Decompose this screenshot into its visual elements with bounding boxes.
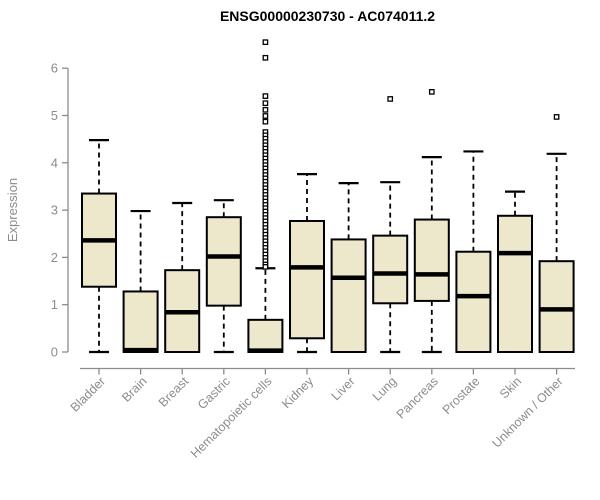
outlier-point — [262, 100, 269, 107]
outlier-point — [262, 264, 269, 270]
iqr-box — [205, 216, 242, 307]
x-tick-label-kidney: Kidney — [279, 374, 316, 411]
boxplot-breast — [164, 201, 201, 353]
iqr-box — [497, 214, 533, 353]
iqr-box — [372, 234, 409, 305]
outlier-point — [262, 113, 269, 119]
iqr-box — [122, 290, 159, 353]
boxplot-kidney — [289, 173, 325, 354]
outlier-point — [387, 96, 394, 102]
outlier-point — [428, 89, 435, 95]
x-tick-label-pancreas: Pancreas — [394, 374, 441, 421]
iqr-box — [289, 219, 325, 340]
boxplot-skin — [497, 190, 533, 353]
boxplot-gastric — [205, 199, 242, 354]
iqr-box — [330, 238, 367, 353]
x-tick-label-brain: Brain — [119, 374, 150, 405]
y-axis-label: Expression — [5, 177, 20, 243]
iqr-box — [455, 250, 492, 353]
x-tick-label-liver: Liver — [329, 374, 358, 403]
outlier-point — [262, 118, 269, 125]
x-tick-label-breast: Breast — [156, 374, 192, 410]
y-tick-label: 0 — [51, 345, 58, 360]
iqr-box — [247, 318, 284, 353]
y-tick-label: 5 — [51, 108, 58, 123]
outlier-point — [262, 93, 269, 99]
x-tick-label-prostate: Prostate — [440, 374, 483, 417]
x-tick-label-gastric: Gastric — [195, 374, 233, 412]
x-tick-label-bladder: Bladder — [68, 374, 108, 414]
x-tick-label-hematopoietic-cells: Hematopoietic cells — [188, 374, 275, 461]
boxplot-pancreas — [413, 89, 450, 354]
y-tick-label: 1 — [51, 297, 58, 312]
iqr-box — [413, 218, 450, 302]
chart-title: ENSG00000230730 - AC074011.2 — [219, 8, 436, 24]
y-tick-label: 2 — [51, 250, 58, 265]
boxplot-bladder — [81, 138, 117, 354]
x-tick-label-unknown-other: Unknown / Other — [489, 374, 565, 450]
x-tick-label-lung: Lung — [370, 374, 400, 404]
outlier-point — [262, 39, 269, 46]
y-tick-label: 4 — [51, 155, 58, 170]
outlier-point — [262, 54, 269, 61]
iqr-box — [538, 260, 575, 353]
boxplot-lung — [372, 96, 409, 354]
boxplot-brain — [122, 209, 159, 353]
y-tick-label: 3 — [51, 203, 58, 218]
outlier-point — [262, 106, 269, 113]
y-tick-label: 6 — [51, 61, 58, 76]
boxplot-hematopoietic-cells — [247, 39, 284, 353]
y-axis: 0 1 2 3 4 5 6 — [51, 61, 69, 360]
outlier-point — [553, 114, 560, 120]
boxplot-unknown-other — [538, 114, 575, 353]
x-tick-label-skin: Skin — [497, 374, 524, 401]
boxplot-prostate — [455, 150, 492, 353]
boxplot-liver — [330, 182, 367, 353]
